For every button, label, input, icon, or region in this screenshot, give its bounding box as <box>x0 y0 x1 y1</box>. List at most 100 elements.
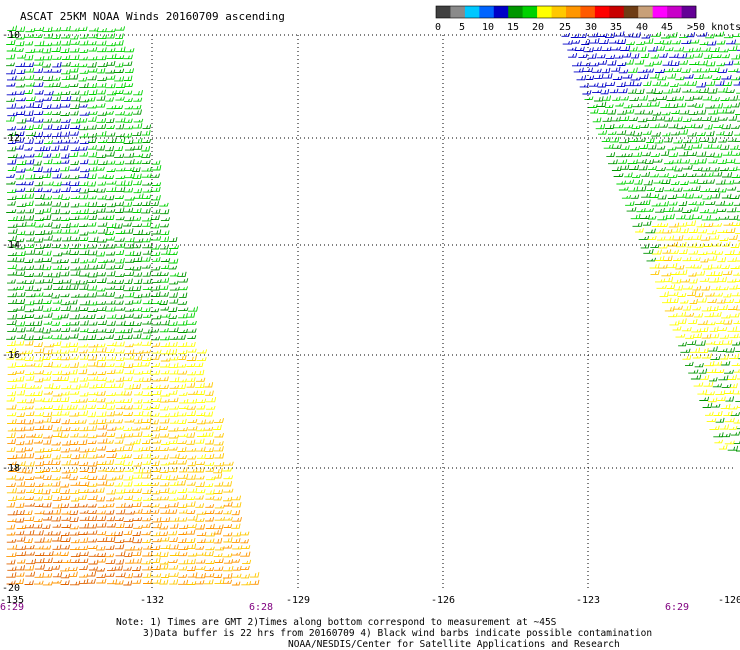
wind-barb <box>150 404 160 409</box>
wind-barb <box>33 342 43 347</box>
wind-barb <box>7 159 17 165</box>
wind-barb <box>621 194 632 199</box>
wind-barb <box>168 459 178 465</box>
wind-barb <box>15 565 26 571</box>
wind-barb <box>706 250 717 255</box>
wind-barb <box>7 153 18 158</box>
wind-barb <box>716 62 726 67</box>
wind-barb <box>52 91 63 96</box>
wind-barb <box>80 320 89 326</box>
wind-barb <box>7 33 17 38</box>
wind-barb <box>15 426 26 432</box>
wind-barb <box>43 278 54 284</box>
wind-barb <box>223 532 233 537</box>
wind-barb <box>98 215 108 220</box>
wind-barb <box>178 426 188 432</box>
wind-barb <box>16 418 26 424</box>
wind-barb <box>69 390 80 395</box>
wind-barb <box>141 167 152 172</box>
wind-barb <box>141 468 152 474</box>
wind-barb <box>178 313 188 319</box>
wind-barb <box>51 385 61 390</box>
wind-barb <box>571 40 581 44</box>
wind-barb <box>51 531 61 536</box>
wind-barb <box>578 53 588 58</box>
wind-barb <box>43 292 54 297</box>
wind-barb <box>124 495 134 501</box>
wind-barb <box>25 293 36 298</box>
wind-barb <box>692 306 702 311</box>
wind-barb <box>713 123 724 128</box>
wind-barb <box>151 537 162 543</box>
wind-barb <box>133 377 144 382</box>
wind-barb <box>114 516 124 522</box>
wind-barb <box>69 369 78 375</box>
wind-barb <box>728 405 739 410</box>
wind-barb <box>151 496 162 501</box>
wind-barb <box>6 404 17 410</box>
wind-barb <box>142 503 153 508</box>
wind-barb <box>7 466 18 472</box>
wind-barb <box>142 460 152 465</box>
wind-barb <box>719 334 730 339</box>
wind-barb <box>141 334 151 340</box>
wind-barb <box>656 116 666 121</box>
wind-barb <box>178 559 189 565</box>
wind-barb <box>51 27 62 32</box>
wind-barb <box>231 558 241 563</box>
wind-barb <box>96 496 106 502</box>
wind-barb <box>87 578 96 584</box>
wind-barb <box>105 243 116 249</box>
wind-barb <box>186 341 196 347</box>
wind-barb <box>24 110 34 116</box>
wind-barb <box>34 89 44 95</box>
wind-barb <box>718 304 728 311</box>
wind-barb <box>106 341 117 347</box>
lon-label-126: -126 <box>431 595 455 606</box>
wind-barb <box>733 369 740 373</box>
wind-barb <box>159 327 169 333</box>
wind-barb <box>78 125 89 131</box>
wind-barb <box>723 410 733 416</box>
wind-barb <box>642 130 652 135</box>
wind-barb <box>672 326 682 331</box>
wind-barb <box>115 314 126 320</box>
wind-barb <box>96 403 108 409</box>
wind-barb <box>78 181 89 186</box>
wind-barb <box>33 517 43 523</box>
wind-barb <box>43 284 53 290</box>
wind-barb <box>231 495 242 501</box>
wind-barb <box>222 467 233 472</box>
wind-barb <box>79 82 89 89</box>
wind-barb <box>24 580 34 585</box>
wind-barb <box>159 209 170 215</box>
wind-barb <box>123 445 134 451</box>
wind-barb <box>26 398 36 404</box>
wind-barb <box>735 330 740 332</box>
wind-barb <box>133 508 143 514</box>
wind-barb <box>115 46 126 53</box>
wind-barb <box>25 375 35 381</box>
wind-barb <box>676 214 686 220</box>
wind-barb <box>159 560 169 565</box>
wind-barb <box>683 236 693 241</box>
wind-barb <box>701 115 712 121</box>
wind-barb <box>685 214 694 220</box>
wind-barb <box>141 509 152 514</box>
wind-barb <box>151 349 162 354</box>
wind-barb <box>177 334 186 340</box>
wind-barb <box>16 230 26 236</box>
wind-barb <box>579 83 589 88</box>
wind-barb <box>626 41 636 46</box>
wind-barb <box>51 467 62 472</box>
wind-barb <box>16 467 27 473</box>
wind-barb <box>159 384 169 389</box>
wind-barb <box>673 187 683 192</box>
wind-barb <box>213 496 223 501</box>
wind-barb <box>710 216 721 221</box>
wind-barb <box>123 536 135 543</box>
wind-barb <box>52 503 63 509</box>
wind-barb <box>595 123 606 130</box>
wind-barb <box>60 356 71 361</box>
wind-barb <box>727 374 737 380</box>
